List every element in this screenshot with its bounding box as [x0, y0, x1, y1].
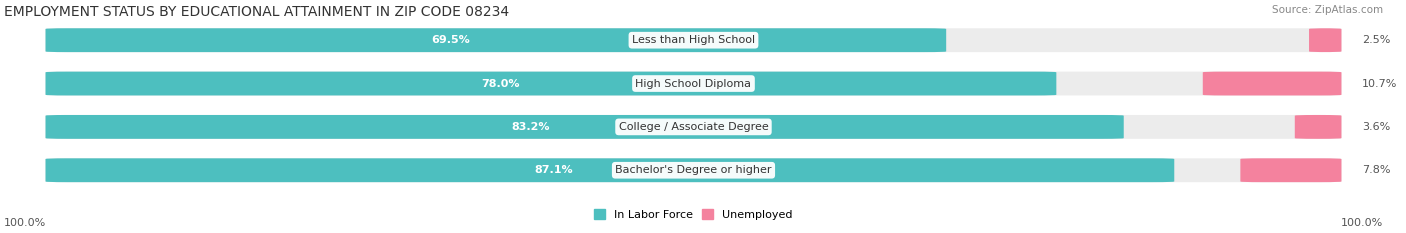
FancyBboxPatch shape	[1295, 115, 1341, 139]
FancyBboxPatch shape	[45, 28, 946, 52]
FancyBboxPatch shape	[45, 115, 1123, 139]
Text: Source: ZipAtlas.com: Source: ZipAtlas.com	[1271, 5, 1384, 15]
FancyBboxPatch shape	[45, 72, 1056, 96]
Text: 100.0%: 100.0%	[4, 218, 46, 228]
Text: 69.5%: 69.5%	[432, 35, 470, 45]
Text: 100.0%: 100.0%	[1340, 218, 1384, 228]
FancyBboxPatch shape	[45, 72, 1341, 96]
FancyBboxPatch shape	[1202, 72, 1341, 96]
Text: 87.1%: 87.1%	[534, 165, 572, 175]
Text: College / Associate Degree: College / Associate Degree	[619, 122, 768, 132]
FancyBboxPatch shape	[45, 28, 1341, 52]
Text: 78.0%: 78.0%	[481, 79, 520, 89]
FancyBboxPatch shape	[45, 158, 1174, 182]
Text: 2.5%: 2.5%	[1362, 35, 1391, 45]
Text: Less than High School: Less than High School	[631, 35, 755, 45]
Text: EMPLOYMENT STATUS BY EDUCATIONAL ATTAINMENT IN ZIP CODE 08234: EMPLOYMENT STATUS BY EDUCATIONAL ATTAINM…	[4, 5, 509, 19]
Text: 83.2%: 83.2%	[512, 122, 550, 132]
Text: Bachelor's Degree or higher: Bachelor's Degree or higher	[616, 165, 772, 175]
Legend: In Labor Force, Unemployed: In Labor Force, Unemployed	[591, 205, 797, 225]
FancyBboxPatch shape	[45, 158, 1341, 182]
FancyBboxPatch shape	[45, 115, 1341, 139]
Text: 10.7%: 10.7%	[1362, 79, 1398, 89]
FancyBboxPatch shape	[1309, 28, 1341, 52]
Text: High School Diploma: High School Diploma	[636, 79, 751, 89]
Text: 3.6%: 3.6%	[1362, 122, 1391, 132]
Text: 7.8%: 7.8%	[1362, 165, 1391, 175]
FancyBboxPatch shape	[1240, 158, 1341, 182]
